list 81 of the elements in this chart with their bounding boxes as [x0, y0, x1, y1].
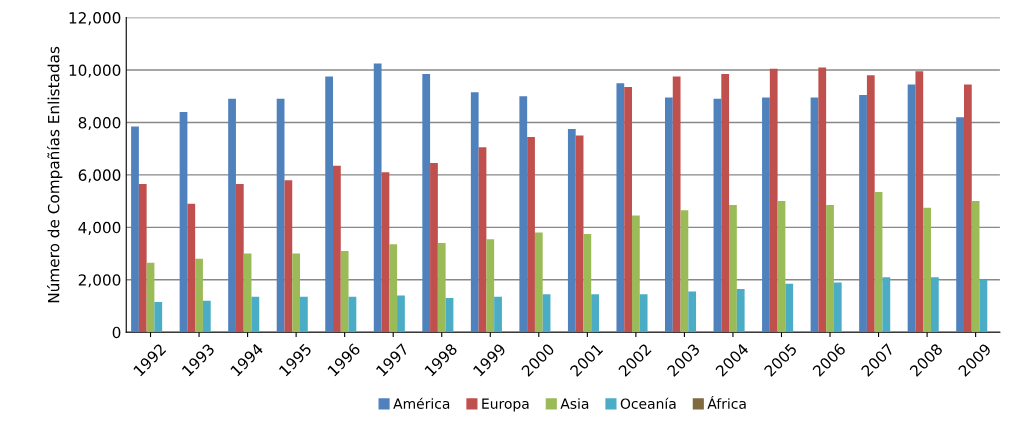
- y-tick-label: 10,000: [69, 64, 121, 78]
- bar: [251, 296, 260, 333]
- bar: [154, 302, 163, 333]
- bar: [486, 239, 495, 333]
- bar: [866, 75, 875, 333]
- bar: [736, 288, 745, 333]
- bar: [777, 201, 786, 333]
- bar: [575, 135, 584, 333]
- y-tick-label: 2,000: [78, 274, 121, 288]
- bar: [179, 111, 188, 333]
- bar: [729, 205, 737, 333]
- bar: [228, 98, 236, 333]
- bar: [373, 63, 382, 333]
- legend-label: África: [707, 395, 746, 409]
- bar: [470, 92, 479, 333]
- bar: [874, 191, 883, 333]
- bar: [859, 94, 867, 333]
- bar: [665, 97, 673, 333]
- y-tick-label: 4,000: [78, 221, 121, 235]
- bar: [956, 117, 964, 333]
- y-tick-label: 8,000: [78, 116, 121, 131]
- bar: [688, 291, 697, 333]
- bar: [333, 165, 341, 333]
- bar: [567, 129, 576, 333]
- bar: [235, 184, 244, 333]
- bar: [389, 244, 398, 333]
- bar: [639, 294, 648, 333]
- bar: [445, 298, 454, 333]
- bar: [769, 68, 778, 333]
- bar: [397, 295, 405, 333]
- bar: [325, 76, 334, 333]
- bar: [915, 71, 924, 333]
- bar: [882, 277, 891, 333]
- bar: [930, 277, 939, 333]
- bar: [494, 296, 502, 333]
- bar: [721, 73, 730, 333]
- bar: [430, 163, 438, 333]
- bar: [138, 184, 147, 333]
- bar: [923, 207, 931, 333]
- bar: [680, 210, 689, 333]
- bar: [713, 98, 722, 333]
- bar: [785, 283, 794, 333]
- bar: [818, 67, 827, 333]
- bar: [187, 203, 196, 333]
- y-tick-label: 6,000: [78, 169, 121, 183]
- bar: [907, 84, 916, 333]
- y-tick-label: 0: [112, 326, 121, 339]
- bar: [591, 294, 599, 333]
- bar: [437, 243, 446, 333]
- bar: [542, 294, 551, 333]
- bar: [478, 147, 487, 333]
- bar: [292, 253, 301, 333]
- bar: [422, 73, 431, 333]
- bar: [583, 233, 592, 333]
- legend-label: Oceanía: [620, 397, 676, 409]
- bar: [300, 296, 308, 333]
- legend-label: Europa: [482, 398, 529, 412]
- bar: [276, 98, 285, 333]
- bar: [762, 97, 770, 333]
- bar: [672, 76, 681, 333]
- bar: [963, 84, 972, 333]
- bar: [284, 180, 293, 333]
- bar: [624, 87, 632, 333]
- legend-label: América: [393, 397, 450, 409]
- bar: [340, 250, 349, 333]
- bar: [527, 136, 535, 333]
- bar: [632, 215, 640, 333]
- bar: [381, 172, 390, 333]
- bar: [810, 97, 819, 333]
- bar: [833, 282, 842, 333]
- bar: [519, 96, 528, 333]
- bar: [826, 205, 834, 333]
- y-axis-title: Número de Compañías Enlistadas: [46, 46, 63, 303]
- legend-label: Asia: [560, 398, 589, 409]
- bar: [202, 300, 211, 333]
- bar: [195, 258, 203, 333]
- y-tick-label: 12,000: [69, 12, 121, 26]
- bar: [131, 126, 139, 333]
- bar: [616, 83, 625, 333]
- bar: [534, 232, 543, 333]
- bar: [971, 201, 980, 333]
